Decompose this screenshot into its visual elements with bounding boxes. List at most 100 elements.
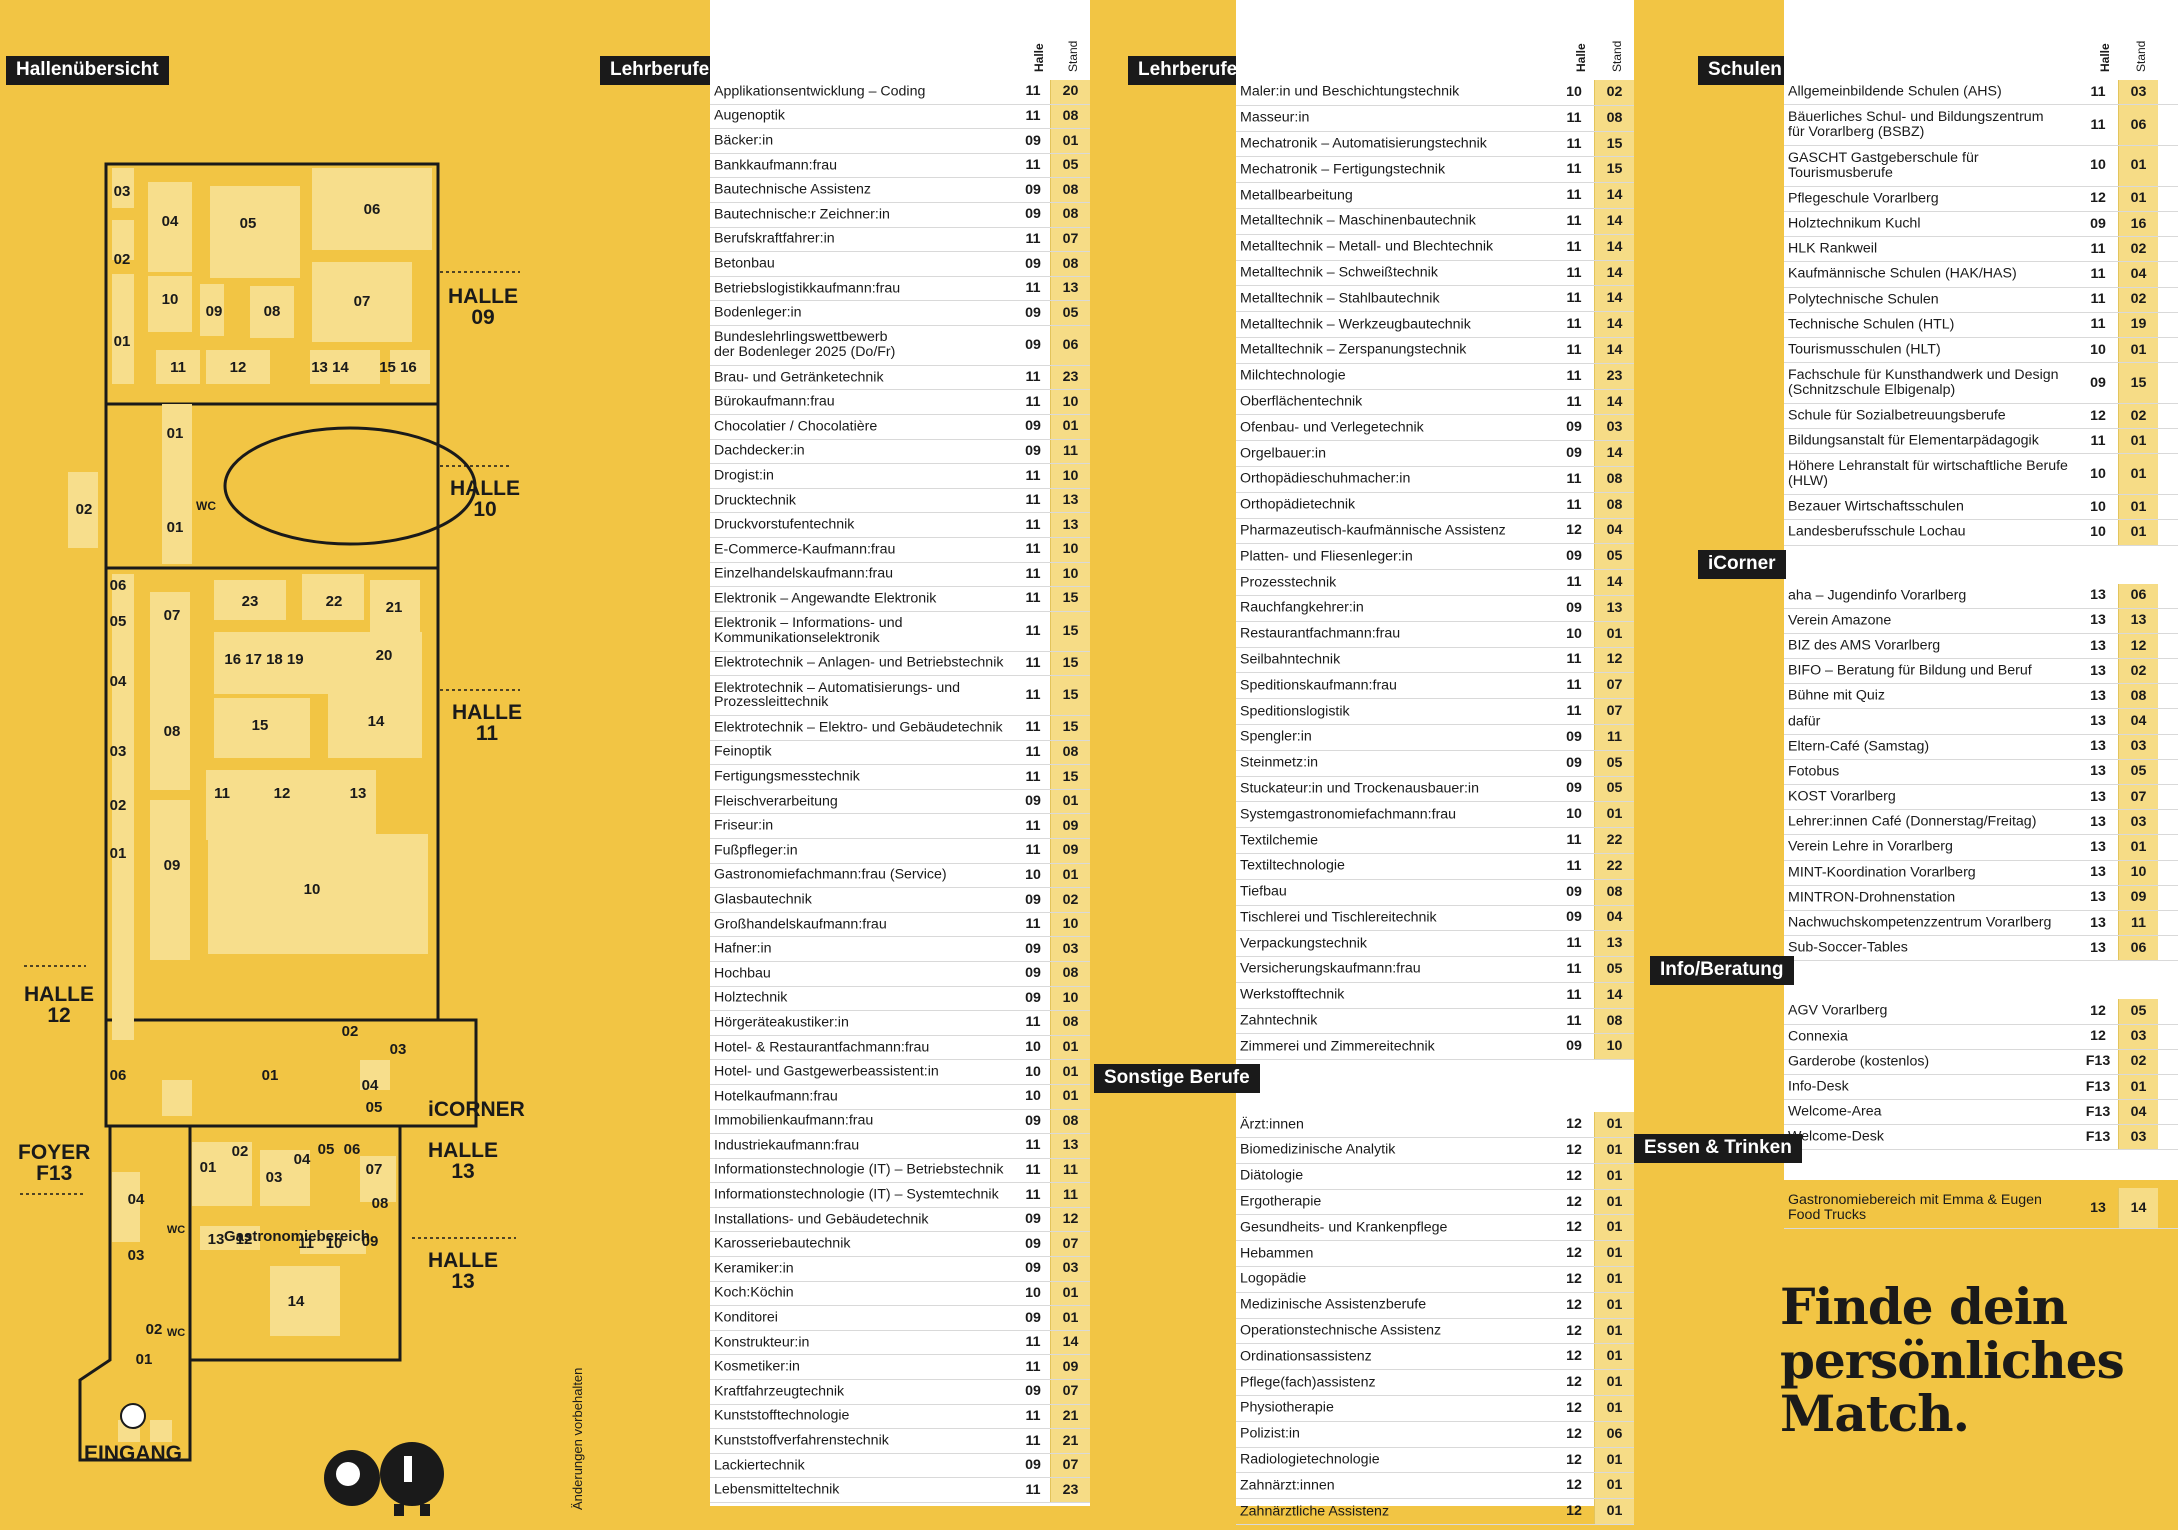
table-row: Garderobe (kostenlos) F13 02 [1784, 1049, 2178, 1075]
row-halle: 13 [2090, 813, 2106, 830]
row-name: Pflegeschule Vorarlberg [1788, 190, 1939, 207]
row-stand: 01 [1594, 621, 1634, 647]
table-row: Werkstofftechnik 11 14 [1236, 982, 1634, 1009]
table-row: Rauchfangkehrer:in 09 13 [1236, 595, 1634, 622]
row-halle: 11 [1566, 832, 1582, 849]
row-stand: 02 [2118, 287, 2158, 312]
row-stand: 06 [1594, 1421, 1634, 1447]
row-halle: 11 [1566, 212, 1582, 229]
svg-text:05: 05 [110, 613, 127, 630]
row-name: Logopädie [1240, 1271, 1307, 1287]
row-stand: 01 [2118, 186, 2158, 211]
col2-tag: Lehrberufe [1128, 56, 1248, 85]
row-stand: 01 [1594, 1318, 1634, 1344]
row-stand: 07 [1050, 1453, 1090, 1478]
row-stand: 05 [2118, 759, 2158, 784]
row-stand: 20 [1050, 80, 1090, 104]
row-name: Lackiertechnik [714, 1457, 805, 1474]
row-name: Metalltechnik – Metall- und Blechtechnik [1240, 238, 1494, 255]
row-halle: 11 [2090, 266, 2106, 283]
row-halle: 11 [1566, 393, 1582, 410]
row-name: Polizist:in [1240, 1425, 1300, 1442]
halle-13b-number: 13 [451, 1270, 475, 1293]
svg-text:13: 13 [208, 1231, 225, 1248]
row-halle: 09 [1025, 206, 1041, 223]
svg-text:10: 10 [162, 291, 179, 308]
row-name: Rauchfangkehrer:in [1240, 599, 1364, 616]
row-halle: 09 [1566, 548, 1582, 565]
table-row: Welcome-Desk F13 03 [1784, 1125, 2178, 1151]
table-row: Zahnärzt:innen 12 01 [1236, 1473, 1634, 1500]
svg-text:11: 11 [170, 359, 186, 376]
svg-text:11: 11 [298, 1235, 314, 1252]
row-halle: 09 [1566, 728, 1582, 745]
halle-12-title: HALLE [24, 983, 94, 1006]
row-stand: 19 [2118, 312, 2158, 337]
row-name: AGV Vorarlberg [1788, 1002, 1888, 1019]
row-halle: 11 [1566, 574, 1582, 591]
table-row: Biomedizinische Analytik 12 01 [1236, 1138, 1634, 1164]
table-row: Metallbearbeitung 11 14 [1236, 183, 1634, 209]
row-stand: 06 [2118, 583, 2158, 608]
row-stand: 09 [2118, 885, 2158, 910]
tagline-line-1: Finde dein [1780, 1277, 2068, 1336]
row-stand: 02 [1594, 80, 1634, 105]
row-name: Radiologietechnologie [1240, 1451, 1380, 1468]
row-stand: 01 [1594, 1344, 1634, 1370]
floor-plan-svg: 03 04 05 06 02 10 09 08 07 01 11 12 13 14 15 16 02 0… [20, 162, 520, 1462]
table-row: Drucktechnik 11 13 [710, 488, 1090, 514]
table-row: Fotobus 13 05 [1784, 759, 2178, 785]
row-stand: 01 [1594, 1473, 1634, 1499]
table-row: Zahnärztliche Assistenz 12 01 [1236, 1499, 1634, 1526]
table-row: Textilchemie 11 22 [1236, 828, 1634, 854]
row-halle: 13 [2090, 914, 2106, 931]
svg-text:04: 04 [110, 673, 127, 690]
row-stand: 06 [1050, 325, 1090, 365]
row-stand: 02 [2118, 659, 2158, 684]
svg-text:08: 08 [372, 1195, 389, 1212]
svg-text:01: 01 [110, 845, 127, 862]
row-halle: 11 [1025, 1407, 1041, 1424]
row-stand: 13 [1050, 513, 1090, 537]
row-halle: 10 [2090, 523, 2106, 540]
table-row: Holztechnik 09 10 [710, 986, 1090, 1012]
row-halle: 12 [2090, 190, 2106, 207]
halle-12-number: 12 [47, 1004, 71, 1027]
row-stand: 15 [1050, 587, 1090, 611]
row-halle: 12 [2090, 407, 2106, 424]
table-row: Kunststofftechnologie 11 21 [710, 1404, 1090, 1430]
svg-text:04: 04 [128, 1191, 145, 1208]
row-halle: 11 [1025, 83, 1041, 100]
svg-text:01: 01 [114, 333, 131, 350]
row-name: Spengler:in [1240, 728, 1312, 745]
foyer-outline [78, 1124, 192, 1462]
table-row: Bezauer Wirtschaftsschulen 10 01 [1784, 495, 2178, 521]
row-stand: 05 [1050, 153, 1090, 178]
table-row: Augenoptik 11 08 [710, 104, 1090, 130]
row-halle: 11 [1025, 1481, 1041, 1498]
row-stand: 08 [2118, 684, 2158, 709]
row-name: Metalltechnik – Schweißtechnik [1240, 264, 1438, 281]
table-row: Hörgeräteakustiker:in 11 08 [710, 1011, 1090, 1036]
svg-text:12: 12 [274, 785, 291, 802]
row-name: Drogist:in [714, 467, 774, 484]
table-row: Feinoptik 11 08 [710, 740, 1090, 766]
table-row: Ärzt:innen 12 01 [1236, 1112, 1634, 1139]
row-name: Kunststoffverfahrenstechnik [714, 1432, 889, 1449]
row-name: Textiltechnologie [1240, 857, 1345, 874]
table-row: Schule für Sozialbetreuungsberufe 12 02 [1784, 403, 2178, 430]
svg-text:01: 01 [200, 1159, 217, 1176]
row-halle: 11 [1025, 817, 1041, 834]
row-name: Pharmazeutisch-kaufmännische Assistenz [1240, 522, 1506, 539]
table-row: Metalltechnik – Maschinenbautechnik 11 14 [1236, 208, 1634, 235]
row-stand: 05 [2118, 999, 2158, 1024]
row-stand: 16 [2118, 212, 2158, 237]
svg-text:09: 09 [362, 1233, 379, 1250]
row-name: Systemgastronomiefachmann:frau [1240, 806, 1457, 823]
table-row: Restaurantfachmann:frau 10 01 [1236, 621, 1634, 648]
row-name: Keramiker:in [714, 1260, 794, 1277]
hall-overview-tag: Hallenübersicht [6, 56, 169, 85]
table-row: Steinmetz:in 09 05 [1236, 750, 1634, 777]
svg-text:08: 08 [164, 723, 181, 740]
halle-13a-title: HALLE [428, 1139, 498, 1162]
